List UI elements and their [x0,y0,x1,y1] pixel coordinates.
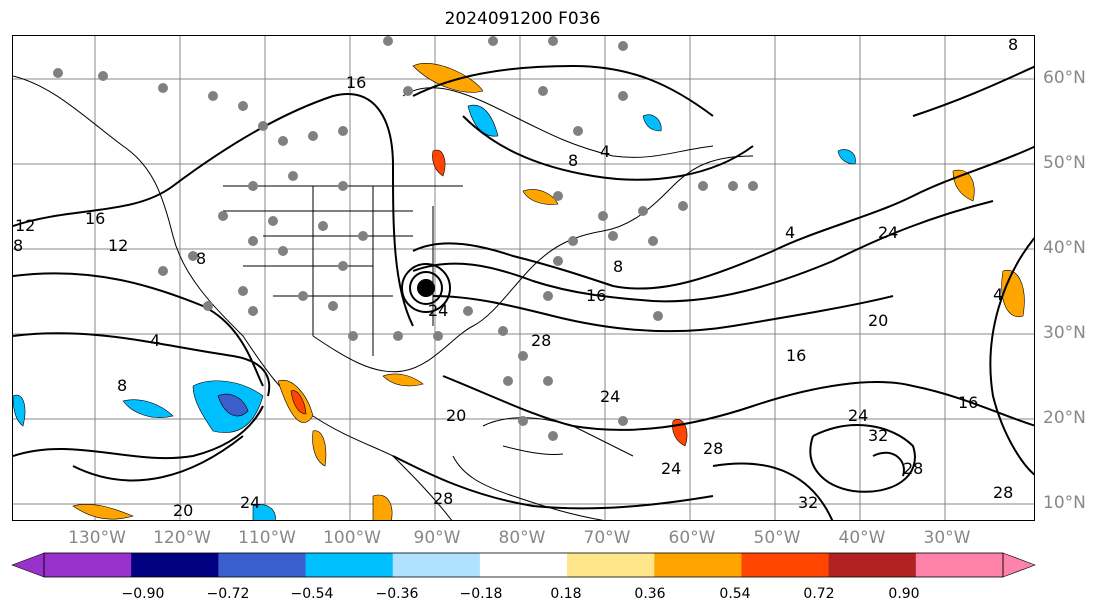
contour-label: 24 [240,493,260,512]
contour-label: 16 [958,393,978,412]
lon-label: 130°W [68,528,126,548]
colorbar-segment [44,553,132,577]
lat-label: 20°N [1043,408,1086,428]
contour-label: 8 [568,151,578,170]
colorbar-tick: −0.54 [290,586,334,602]
colorbar-segment [131,553,219,577]
lon-label: 70°W [583,528,631,548]
lon-label: 120°W [153,528,211,548]
colorbar-segment [741,553,830,577]
lat-label: 30°N [1043,323,1086,343]
contour-label: 28 [993,483,1013,502]
colorbar-tick: 0.18 [550,586,582,602]
lat-label: 60°N [1043,68,1086,88]
contour-label: 28 [703,439,723,458]
colorbar-extend-min [11,552,45,578]
contour-label: 28 [531,331,551,350]
map-panel[interactable]: 16 8 4 8 12 8 4 8 16 24 4 8 16 24 28 20 … [12,35,1035,521]
contour-label: 32 [868,426,888,445]
contour-label-group: 16 8 4 8 12 8 4 8 16 24 4 8 16 24 28 20 … [13,36,1018,520]
lat-label: 50°N [1043,153,1086,173]
lon-label: 110°W [238,528,296,548]
contour-label: 8 [1008,36,1018,54]
lon-label: 40°W [838,528,886,548]
contour-label: 8 [13,236,23,255]
contour-label: 4 [150,331,160,350]
contour-label: 24 [428,301,448,320]
colorbar-segment [567,553,655,577]
colorbar-segment [654,553,742,577]
colorbar-segment [479,553,568,577]
lon-label: 100°W [323,528,381,548]
contour-label: 32 [798,493,818,512]
lat-label: 40°N [1043,238,1086,258]
colorbar-tick: 0.90 [888,586,920,602]
colorbar-tick: −0.18 [459,586,503,602]
contour-label: 4 [600,142,610,161]
contour-label: 8 [196,249,206,268]
lon-label: 90°W [413,528,461,548]
contour-label: 28 [433,489,453,508]
contour-label: 12 [108,236,128,255]
colorbar-tick: −0.90 [121,586,165,602]
contour-label: 24 [661,459,681,478]
lon-label: 50°W [753,528,801,548]
contour-label: 16 [586,286,606,305]
contour-label: 24 [848,406,868,425]
contour-label: 24 [600,387,620,406]
contour-label: 8 [117,376,127,395]
height-contours [13,64,1034,520]
contour-label: 24 [878,223,898,242]
contour-label: 28 [903,459,923,478]
colorbar-segment [915,553,1004,577]
lon-label: 80°W [498,528,546,548]
lon-label: 30°W [923,528,971,548]
map-canvas: 16 8 4 8 12 8 4 8 16 24 4 8 16 24 28 20 … [13,36,1034,520]
contour-label: 4 [785,223,795,242]
contour-label: 20 [446,406,466,425]
colorbar-tick: 0.72 [803,586,835,602]
contour-label: 12 [15,216,35,235]
colorbar-tick: 0.54 [719,586,751,602]
contour-label: 16 [85,209,105,228]
lon-label: 60°W [668,528,716,548]
contour-label: 4 [993,285,1003,304]
contour-label: 20 [173,501,193,520]
contour-label: 16 [786,346,806,365]
contour-label: 20 [868,311,888,330]
colorbar-segment [305,553,394,577]
cyclone-center [418,280,434,296]
colorbar-extend-max [1002,552,1036,578]
colorbar-tick: 0.36 [634,586,666,602]
colorbar-segment [828,553,917,577]
contour-label: 16 [346,73,366,92]
colorbar-tick: −0.36 [375,586,419,602]
lat-label: 10°N [1043,493,1086,513]
colorbar-tick: −0.72 [206,586,250,602]
colorbar-segment [218,553,307,577]
contour-label: 8 [613,257,623,276]
station-markers [53,36,758,441]
map-title: 2024091200 F036 [444,9,601,29]
colorbar-segment [392,553,481,577]
